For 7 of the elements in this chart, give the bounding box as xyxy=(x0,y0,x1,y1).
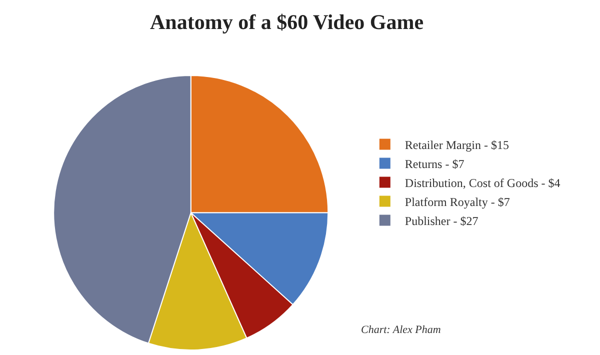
legend-label: Publisher - $27 xyxy=(404,214,478,228)
legend-label: Platform Royalty - $7 xyxy=(404,194,510,209)
legend-label: Distribution, Cost of Goods - $4 xyxy=(404,176,560,190)
text: Chart: Alex Pham xyxy=(361,324,441,336)
chart-title: Anatomy of a $60 Video Game xyxy=(150,10,424,34)
legend-label: Returns - $7 xyxy=(404,156,464,171)
legend-label: Retailer Margin - $15 xyxy=(404,138,509,152)
